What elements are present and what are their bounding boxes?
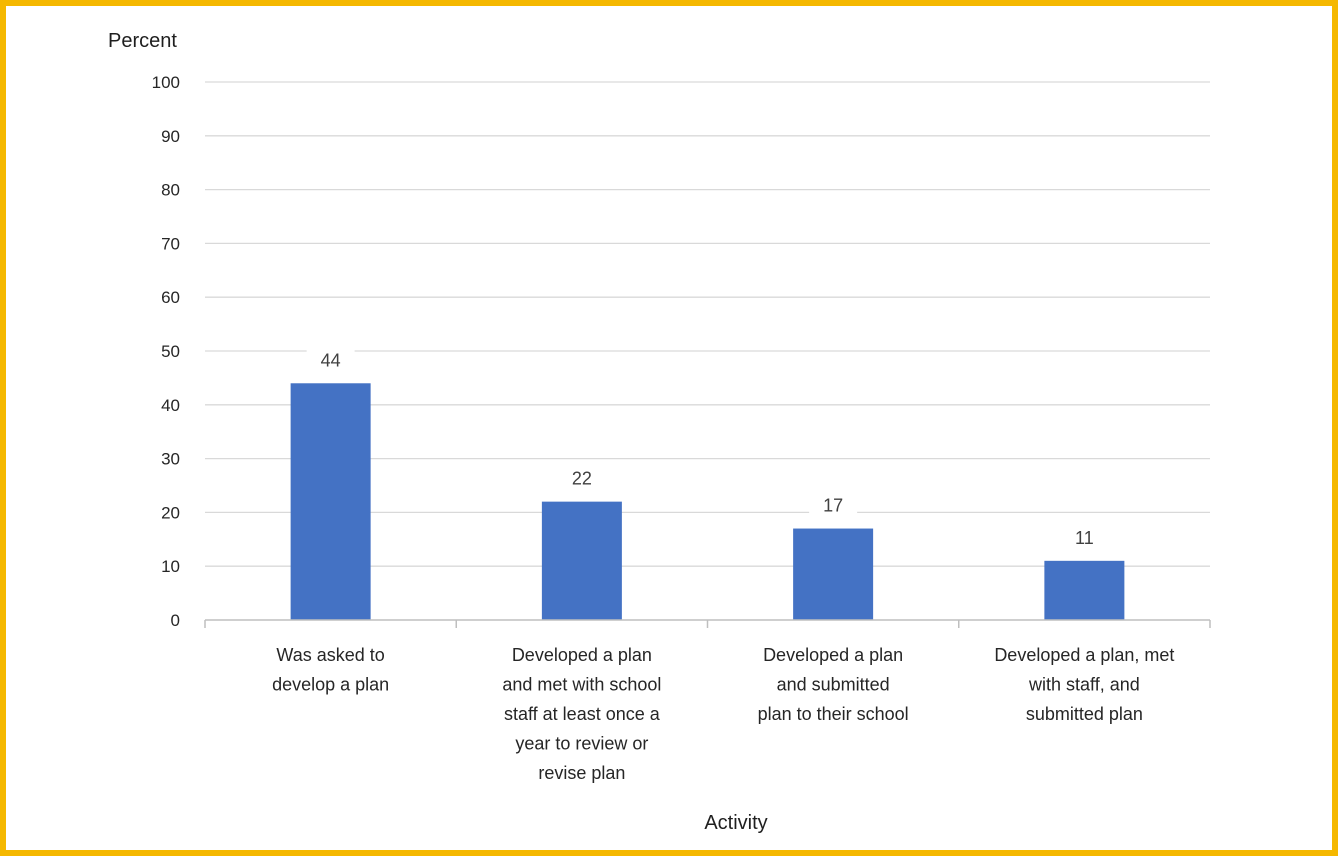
data-label-backdrop	[306, 346, 355, 373]
bar	[541, 501, 622, 620]
data-label: 22	[572, 469, 592, 489]
bar	[793, 528, 874, 620]
x-category-label: Developed a plan, met with staff, and subm…	[994, 645, 1174, 724]
y-tick-label: 20	[161, 503, 180, 522]
bar	[290, 383, 371, 620]
bars	[290, 383, 1125, 620]
y-tick-label: 10	[161, 557, 180, 576]
data-labels: 44 22 17 11	[306, 346, 1109, 550]
y-tick-label: 50	[161, 342, 180, 361]
gridlines	[205, 81, 1210, 567]
x-category-label: Developed a plan and submitted plan to the…	[758, 645, 909, 724]
x-axis-title: Activity	[704, 812, 767, 834]
data-label: 44	[321, 350, 341, 370]
x-category-label: Developed a plan and met with school staff…	[502, 645, 661, 783]
data-label-backdrop	[557, 464, 606, 491]
y-tick-label: 90	[161, 127, 180, 146]
data-label-backdrop	[809, 491, 858, 518]
x-axis	[204, 619, 1211, 628]
y-tick-label: 0	[171, 611, 180, 630]
y-tick-label: 60	[161, 288, 180, 307]
y-axis-ticks: 0 10 20 30 40 50 60 70 80 90 100	[152, 73, 180, 630]
y-axis-title: Percent	[108, 30, 177, 52]
bar	[1044, 560, 1125, 620]
y-tick-label: 70	[161, 234, 180, 253]
data-label: 17	[823, 496, 843, 516]
y-tick-label: 40	[161, 396, 180, 415]
y-tick-label: 30	[161, 450, 180, 469]
y-tick-label: 80	[161, 181, 180, 200]
category-labels: Was asked to develop a plan Developed a pl…	[272, 645, 1174, 783]
y-tick-label: 100	[152, 73, 180, 92]
data-label-backdrop	[1060, 523, 1109, 550]
data-label: 11	[1075, 528, 1094, 548]
x-category-label: Was asked to develop a plan	[272, 645, 389, 695]
